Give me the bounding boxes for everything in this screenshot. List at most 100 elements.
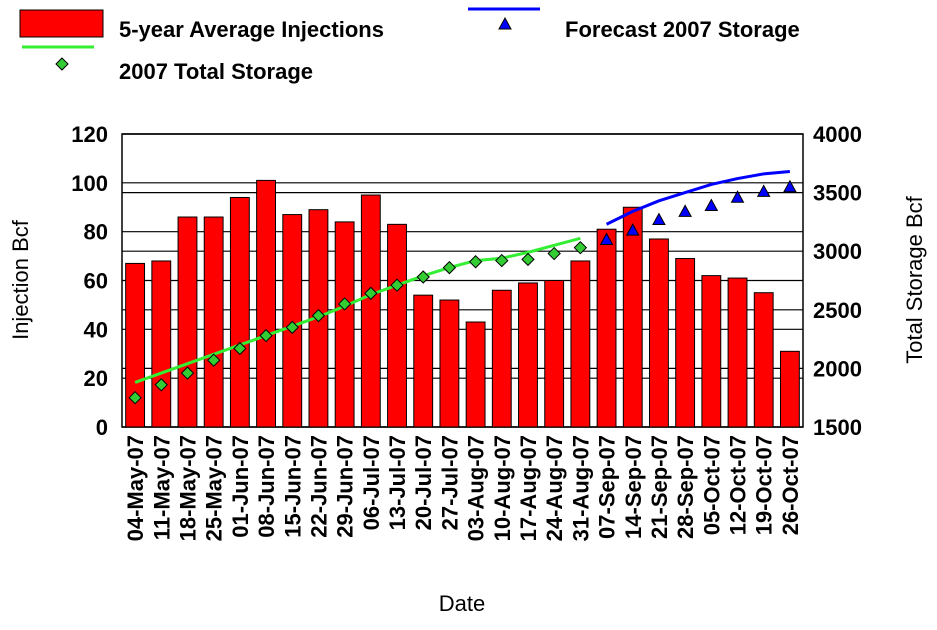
bar: [518, 282, 538, 428]
diamond-marker: [390, 278, 404, 292]
triangle-marker: [678, 204, 692, 217]
y2-tick-label: 3000: [813, 239, 862, 264]
x-tick-label: 18-May-07: [175, 435, 200, 541]
x-axis-title: Date: [439, 591, 485, 616]
legend-label: 5-year Average Injections: [119, 17, 384, 42]
bar: [151, 260, 172, 428]
diamond-marker: [285, 320, 299, 335]
x-tick-label: 29-Jun-07: [333, 435, 358, 538]
bar: [570, 260, 591, 428]
x-tick-label: 11-May-07: [149, 435, 174, 540]
y-axis-title: Injection Bcf: [8, 219, 33, 340]
x-tick-label: 08-Jun-07: [254, 435, 279, 538]
x-tick-label: 19-Oct-07: [752, 435, 777, 535]
x-tick-label: 22-Jun-07: [306, 435, 331, 538]
triangle-marker: [704, 198, 719, 211]
diamond-marker: [259, 328, 273, 343]
y2-tick-label: 4000: [813, 122, 862, 147]
x-tick-label: 20-Jul-07: [411, 435, 436, 530]
bar: [125, 262, 146, 428]
bar: [649, 238, 669, 428]
x-tick-label: 13-Jul-07: [385, 435, 410, 530]
diamond-marker: [468, 255, 483, 269]
x-tick-label: 26-Oct-07: [778, 435, 803, 535]
bar: [387, 223, 407, 428]
bar: [334, 221, 355, 428]
y2-tick-label: 2000: [813, 356, 862, 381]
bar: [701, 275, 722, 428]
x-tick-label: 27-Jul-07: [437, 435, 462, 530]
legend-swatch: [55, 57, 69, 71]
y2-tick-label: 1500: [813, 415, 862, 440]
x-tick-label: 28-Sep-07: [673, 435, 698, 539]
diamond-marker: [311, 308, 326, 323]
diamond-marker: [206, 353, 221, 367]
plot-border: [121, 133, 804, 428]
bar: [753, 292, 774, 428]
bar: [465, 321, 486, 428]
diamond-marker: [180, 366, 195, 380]
x-tick-label: 24-Aug-07: [542, 435, 567, 541]
y-tick-label: 100: [71, 171, 108, 196]
bar: [177, 216, 198, 428]
triangle-marker: [783, 179, 797, 193]
y-tick-label: 80: [84, 220, 108, 245]
x-tick-label: 31-Aug-07: [568, 435, 593, 541]
x-tick-label: 25-May-07: [202, 435, 227, 541]
diamond-marker: [128, 390, 142, 405]
diamond-marker: [495, 253, 509, 268]
x-tick-label: 04-May-07: [123, 435, 148, 541]
y2-axis-title: Total Storage Bcf: [902, 195, 927, 363]
x-tick-label: 07-Sep-07: [595, 435, 620, 539]
line: [605, 170, 791, 226]
diamond-marker: [547, 246, 561, 261]
legend-swatch: [19, 9, 104, 38]
legend-label: Forecast 2007 Storage: [565, 17, 800, 42]
legend-label: 2007 Total Storage: [119, 59, 313, 84]
x-tick-label: 01-Jun-07: [228, 435, 253, 538]
y-tick-label: 20: [84, 366, 108, 391]
triangle-marker: [625, 223, 640, 236]
bar: [727, 277, 748, 428]
x-tick-label: 10-Aug-07: [490, 435, 515, 541]
triangle-marker: [756, 184, 771, 197]
triangle-marker: [599, 232, 614, 245]
diamond-marker: [337, 297, 352, 311]
line: [134, 236, 581, 384]
bar: [544, 280, 565, 428]
bar: [203, 216, 224, 428]
y-tick-label: 0: [96, 415, 108, 440]
x-tick-label: 17-Aug-07: [516, 435, 541, 541]
triangle-marker: [730, 190, 745, 203]
diamond-marker: [364, 286, 378, 301]
bar: [622, 206, 643, 428]
y-tick-label: 40: [84, 317, 108, 342]
y2-tick-label: 2500: [813, 298, 862, 323]
diamond-marker: [521, 252, 535, 267]
x-tick-label: 06-Jul-07: [359, 435, 384, 530]
bar: [256, 179, 276, 428]
bar: [360, 194, 381, 428]
x-tick-label: 15-Jun-07: [280, 435, 305, 538]
bar: [413, 294, 434, 428]
x-tick-label: 14-Sep-07: [621, 435, 646, 539]
y-tick-label: 60: [84, 269, 108, 294]
diamond-marker: [416, 270, 430, 284]
bar: [675, 258, 696, 428]
x-tick-label: 12-Oct-07: [726, 435, 751, 535]
bar: [229, 196, 250, 428]
bar: [596, 228, 617, 428]
y-tick-label: 120: [71, 122, 108, 147]
y2-tick-label: 3500: [813, 181, 862, 206]
bar: [491, 289, 512, 428]
x-tick-label: 05-Oct-07: [699, 435, 724, 535]
bar: [779, 350, 800, 428]
diamond-marker: [442, 260, 457, 275]
diamond-marker: [233, 341, 247, 356]
diamond-marker: [573, 240, 588, 255]
bar: [439, 299, 460, 428]
x-tick-label: 03-Aug-07: [464, 435, 489, 541]
triangle-marker: [652, 212, 666, 226]
diamond-marker: [154, 378, 168, 392]
